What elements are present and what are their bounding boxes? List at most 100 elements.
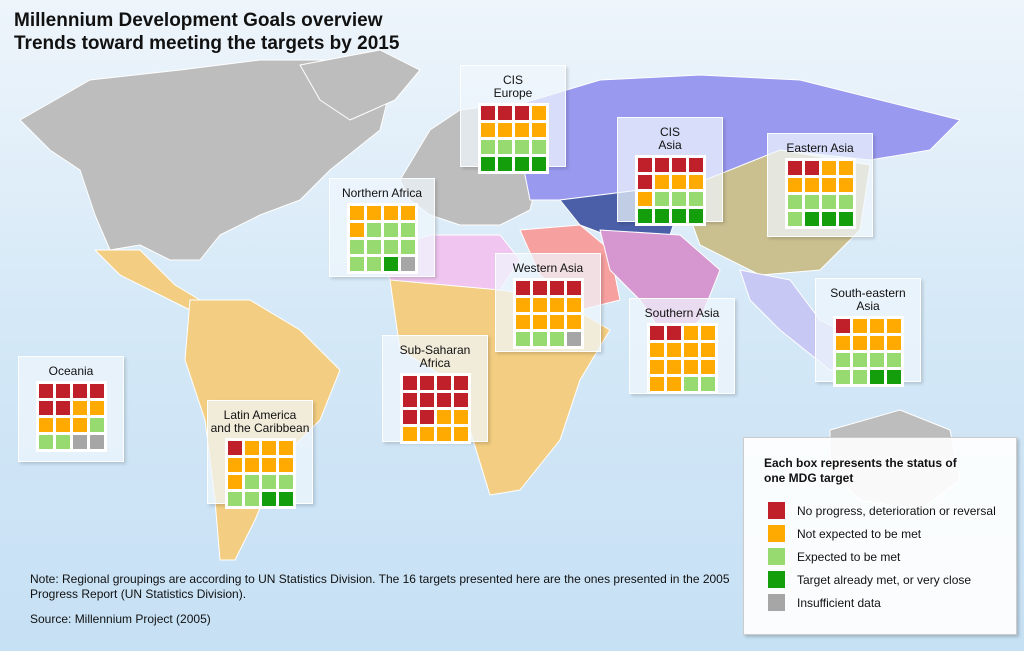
target-status-cell bbox=[886, 353, 901, 367]
target-status-cell bbox=[852, 336, 867, 350]
legend-label: Insufficient data bbox=[797, 595, 881, 610]
target-status-cell bbox=[637, 192, 652, 206]
target-status-cell bbox=[671, 158, 686, 172]
source-text: Source: Millennium Project (2005) bbox=[30, 612, 211, 626]
target-status-cell bbox=[821, 178, 836, 192]
legend-swatch bbox=[768, 594, 785, 611]
target-status-cell bbox=[261, 458, 276, 472]
target-status-cell bbox=[886, 370, 901, 384]
target-status-cell bbox=[349, 223, 364, 237]
target-status-cell bbox=[55, 384, 70, 398]
target-status-cell bbox=[38, 418, 53, 432]
target-status-cell bbox=[38, 401, 53, 415]
target-status-cell bbox=[244, 458, 259, 472]
status-grid bbox=[399, 373, 471, 444]
target-status-cell bbox=[480, 123, 495, 137]
target-status-cell bbox=[666, 360, 681, 374]
region-label: Northern Africa bbox=[341, 186, 423, 200]
legend-heading-line-1: Each box represents the status of bbox=[764, 456, 957, 470]
legend-swatch bbox=[768, 548, 785, 565]
legend-swatch bbox=[768, 502, 785, 519]
region-box-cis-asia: CIS Asia bbox=[617, 117, 723, 226]
target-status-cell bbox=[700, 326, 715, 340]
region-box-cis-europe: CIS Europe bbox=[460, 65, 566, 174]
target-status-cell bbox=[852, 353, 867, 367]
status-grid bbox=[346, 203, 418, 274]
target-status-cell bbox=[683, 377, 698, 391]
region-box-sub-saharan-africa: Sub-Saharan Africa bbox=[382, 335, 488, 444]
region-box-eastern-asia: Eastern Asia bbox=[767, 133, 873, 237]
legend: Each box represents the status of one MD… bbox=[743, 437, 1017, 635]
region-box-southern-asia: Southern Asia bbox=[629, 298, 735, 394]
target-status-cell bbox=[419, 410, 434, 424]
target-status-cell bbox=[497, 140, 512, 154]
target-status-cell bbox=[838, 161, 853, 175]
status-grid bbox=[512, 278, 584, 349]
target-status-cell bbox=[869, 319, 884, 333]
page-title: Millennium Development Goals overview Tr… bbox=[14, 9, 399, 55]
target-status-cell bbox=[700, 377, 715, 391]
target-status-cell bbox=[666, 343, 681, 357]
target-status-cell bbox=[637, 209, 652, 223]
target-status-cell bbox=[683, 326, 698, 340]
target-status-cell bbox=[531, 123, 546, 137]
region-label: Oceania bbox=[48, 364, 94, 378]
legend-label: Target already met, or very close bbox=[797, 572, 972, 587]
target-status-cell bbox=[419, 427, 434, 441]
target-status-cell bbox=[349, 206, 364, 220]
region-label: CIS Europe bbox=[493, 73, 533, 100]
legend-label: Expected to be met bbox=[797, 549, 901, 564]
target-status-cell bbox=[654, 209, 669, 223]
target-status-cell bbox=[700, 360, 715, 374]
target-status-cell bbox=[227, 475, 242, 489]
status-grid bbox=[784, 158, 856, 229]
target-status-cell bbox=[278, 492, 293, 506]
target-status-cell bbox=[787, 178, 802, 192]
region-box-western-asia: Western Asia bbox=[495, 253, 601, 352]
target-status-cell bbox=[566, 281, 581, 295]
target-status-cell bbox=[278, 458, 293, 472]
target-status-cell bbox=[514, 157, 529, 171]
target-status-cell bbox=[419, 393, 434, 407]
target-status-cell bbox=[244, 441, 259, 455]
target-status-cell bbox=[383, 257, 398, 271]
target-status-cell bbox=[244, 492, 259, 506]
target-status-cell bbox=[869, 370, 884, 384]
legend-label: No progress, deterioration or reversal bbox=[797, 503, 996, 518]
target-status-cell bbox=[637, 175, 652, 189]
target-status-cell bbox=[400, 206, 415, 220]
status-grid bbox=[477, 103, 549, 174]
greenland bbox=[299, 49, 421, 121]
target-status-cell bbox=[835, 319, 850, 333]
legend-item-insufficient: Insufficient data bbox=[768, 594, 881, 611]
status-grid bbox=[35, 381, 107, 452]
region-label: CIS Asia bbox=[658, 125, 682, 152]
target-status-cell bbox=[821, 212, 836, 226]
target-status-cell bbox=[400, 240, 415, 254]
target-status-cell bbox=[402, 410, 417, 424]
target-status-cell bbox=[531, 157, 546, 171]
target-status-cell bbox=[515, 332, 530, 346]
legend-item-met: Target already met, or very close bbox=[768, 571, 971, 588]
target-status-cell bbox=[366, 206, 381, 220]
target-status-cell bbox=[278, 475, 293, 489]
region-box-latin-america: Latin America and the Caribbean bbox=[207, 400, 313, 509]
target-status-cell bbox=[38, 384, 53, 398]
target-status-cell bbox=[666, 326, 681, 340]
target-status-cell bbox=[549, 298, 564, 312]
target-status-cell bbox=[532, 298, 547, 312]
north-america bbox=[19, 59, 391, 261]
target-status-cell bbox=[852, 370, 867, 384]
target-status-cell bbox=[55, 401, 70, 415]
target-status-cell bbox=[89, 435, 104, 449]
target-status-cell bbox=[869, 336, 884, 350]
target-status-cell bbox=[480, 157, 495, 171]
target-status-cell bbox=[549, 332, 564, 346]
target-status-cell bbox=[671, 192, 686, 206]
region-box-northern-africa: Northern Africa bbox=[329, 178, 435, 277]
status-grid bbox=[832, 316, 904, 387]
target-status-cell bbox=[886, 336, 901, 350]
target-status-cell bbox=[514, 106, 529, 120]
target-status-cell bbox=[366, 240, 381, 254]
legend-heading-line-2: one MDG target bbox=[764, 471, 854, 485]
